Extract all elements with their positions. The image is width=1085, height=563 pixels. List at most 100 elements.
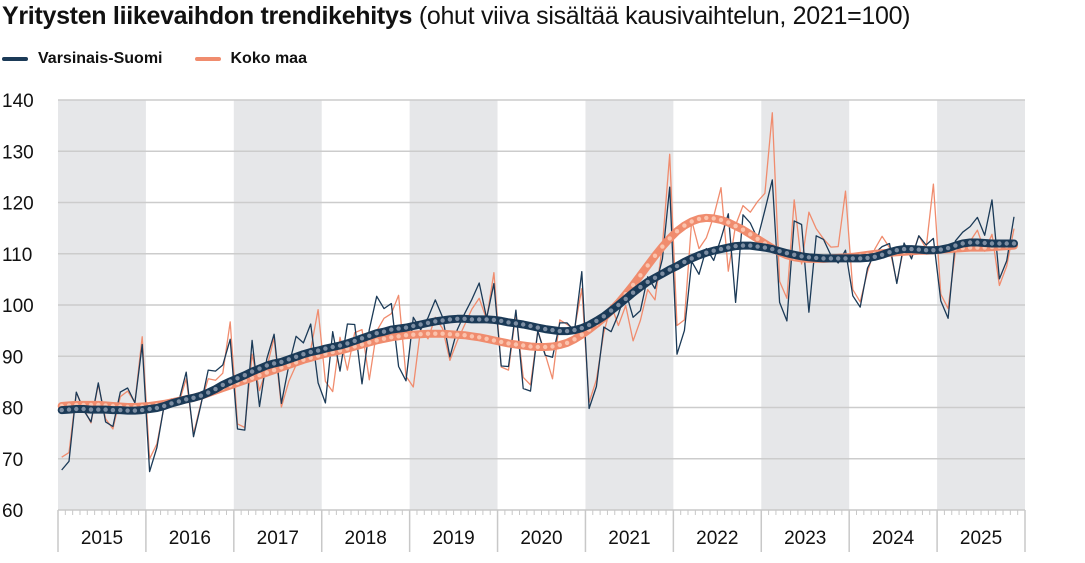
trend-point-varsinais-suomi xyxy=(374,331,379,336)
trend-point-varsinais-suomi xyxy=(147,406,152,412)
trend-point-koko-maa xyxy=(718,217,724,223)
trend-point-koko-maa xyxy=(359,342,365,347)
trend-point-varsinais-suomi xyxy=(257,366,262,371)
legend-label-koko-maa: Koko maa xyxy=(230,50,307,67)
y-tick-label: 70 xyxy=(2,450,23,471)
trend-point-varsinais-suomi xyxy=(850,256,855,261)
trend-point-varsinais-suomi xyxy=(154,405,160,411)
trend-point-varsinais-suomi xyxy=(381,329,387,334)
chart-subtitle: (ohut viiva sisältää kausivaihtelun, 202… xyxy=(418,2,911,30)
trend-point-varsinais-suomi xyxy=(323,346,328,351)
x-tick-label-2017: 2017 xyxy=(257,528,299,549)
chart-title-main: Yritysten liikevaihdon trendikehitys xyxy=(2,2,413,30)
trend-point-varsinais-suomi xyxy=(770,246,775,252)
trend-point-varsinais-suomi xyxy=(506,320,511,325)
trend-point-varsinais-suomi xyxy=(858,256,863,261)
trend-point-varsinais-suomi xyxy=(352,338,357,344)
trend-point-varsinais-suomi xyxy=(638,284,643,290)
trend-point-varsinais-suomi xyxy=(411,323,416,329)
trend-point-varsinais-suomi xyxy=(726,245,731,250)
trend-point-varsinais-suomi xyxy=(960,241,965,246)
trend-point-varsinais-suomi xyxy=(879,252,885,257)
trend-point-varsinais-suomi xyxy=(249,369,255,374)
trend-point-varsinais-suomi xyxy=(938,247,943,252)
trend-point-varsinais-suomi xyxy=(513,321,519,326)
trend-point-varsinais-suomi xyxy=(718,246,724,252)
trend-point-varsinais-suomi xyxy=(923,248,929,253)
trend-point-varsinais-suomi xyxy=(425,320,431,326)
trend-point-varsinais-suomi xyxy=(242,373,247,378)
y-tick-label: 100 xyxy=(2,296,34,317)
trend-point-varsinais-suomi xyxy=(110,407,116,413)
trend-point-varsinais-suomi xyxy=(799,254,804,259)
legend-item-varsinais-suomi[interactable]: Varsinais-Suomi xyxy=(2,50,163,68)
trend-point-varsinais-suomi xyxy=(491,317,497,323)
trend-point-varsinais-suomi xyxy=(477,317,482,322)
trend-point-varsinais-suomi xyxy=(696,253,702,258)
trend-point-varsinais-suomi xyxy=(499,318,504,324)
trend-point-koko-maa xyxy=(455,332,460,337)
trend-point-koko-maa xyxy=(484,336,489,341)
trend-point-varsinais-suomi xyxy=(162,403,167,409)
trend-point-varsinais-suomi xyxy=(887,250,892,255)
trend-point-varsinais-suomi xyxy=(689,256,694,261)
trend-point-varsinais-suomi xyxy=(103,407,108,412)
legend-item-koko-maa[interactable]: Koko maa xyxy=(194,50,307,68)
trend-point-koko-maa xyxy=(630,282,636,288)
trend-point-varsinais-suomi xyxy=(345,341,350,346)
trend-point-koko-maa xyxy=(748,232,753,237)
trend-point-koko-maa xyxy=(308,355,313,360)
trend-point-varsinais-suomi xyxy=(945,245,951,251)
trend-point-varsinais-suomi xyxy=(88,407,94,412)
trend-point-varsinais-suomi xyxy=(359,336,365,341)
trend-point-koko-maa xyxy=(652,253,658,258)
trend-point-varsinais-suomi xyxy=(279,359,284,365)
trend-point-koko-maa xyxy=(579,332,584,337)
trend-point-varsinais-suomi xyxy=(645,279,650,285)
legend: Varsinais-Suomi Koko maa xyxy=(2,50,339,68)
trend-point-varsinais-suomi xyxy=(579,325,584,331)
trend-point-varsinais-suomi xyxy=(550,327,555,333)
trend-point-varsinais-suomi xyxy=(543,326,548,332)
trend-point-koko-maa xyxy=(279,365,284,370)
x-tick-label-2018: 2018 xyxy=(345,528,387,549)
trend-point-varsinais-suomi xyxy=(682,259,687,265)
trend-point-varsinais-suomi xyxy=(469,317,475,322)
trend-point-varsinais-suomi xyxy=(975,240,980,245)
trend-point-koko-maa xyxy=(638,273,643,278)
trend-point-varsinais-suomi xyxy=(967,240,973,245)
trend-point-koko-maa xyxy=(257,373,262,378)
trend-point-koko-maa xyxy=(249,375,255,380)
trend-point-varsinais-suomi xyxy=(337,343,343,348)
trend-point-varsinais-suomi xyxy=(608,308,614,313)
trend-point-koko-maa xyxy=(418,332,423,337)
trend-point-varsinais-suomi xyxy=(235,376,240,381)
trend-point-koko-maa xyxy=(264,370,269,375)
trend-point-varsinais-suomi xyxy=(755,244,760,249)
trend-point-varsinais-suomi xyxy=(931,248,936,253)
trend-point-koko-maa xyxy=(513,342,519,347)
trend-point-varsinais-suomi xyxy=(271,361,277,366)
trend-point-varsinais-suomi xyxy=(821,256,826,261)
trend-point-koko-maa xyxy=(521,343,526,348)
trend-point-varsinais-suomi xyxy=(418,322,423,327)
trend-point-varsinais-suomi xyxy=(301,352,306,357)
y-axis-ticks: 60 70 80 90 100 110 120 130 140 xyxy=(2,91,34,522)
trend-point-varsinais-suomi xyxy=(118,407,123,413)
trend-point-varsinais-suomi xyxy=(228,379,233,384)
trend-point-varsinais-suomi xyxy=(308,349,313,355)
trend-point-koko-maa xyxy=(469,334,475,339)
trend-point-varsinais-suomi xyxy=(1004,241,1009,246)
trend-point-koko-maa xyxy=(389,335,394,340)
trend-point-koko-maa xyxy=(704,215,709,221)
trend-point-koko-maa xyxy=(411,332,416,337)
x-tick-label-2019: 2019 xyxy=(432,528,474,549)
trend-point-koko-maa xyxy=(726,220,731,225)
x-tick-label-2021: 2021 xyxy=(608,528,650,549)
trend-point-koko-maa xyxy=(674,229,680,234)
trend-point-koko-maa xyxy=(557,342,562,348)
trend-point-varsinais-suomi xyxy=(206,390,211,395)
trend-point-koko-maa xyxy=(564,340,570,346)
trend-point-koko-maa xyxy=(667,236,672,241)
y-tick-label: 140 xyxy=(2,91,34,112)
